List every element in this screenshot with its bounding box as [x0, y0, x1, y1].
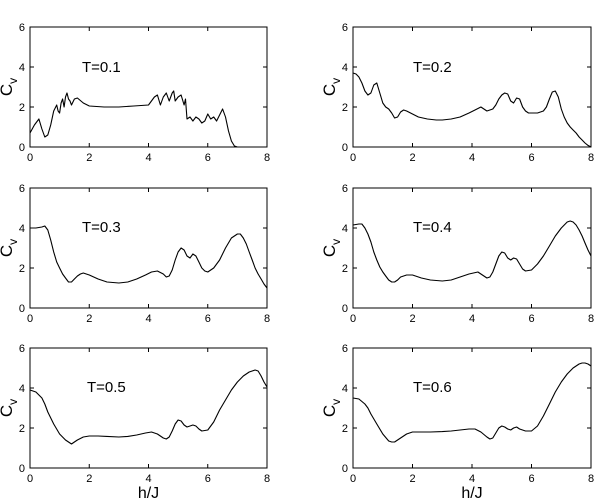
series-line: [352, 72, 592, 148]
x-tick-label: 2: [409, 313, 415, 325]
y-axis-label-main: C: [320, 84, 339, 96]
x-tick-label: 0: [27, 473, 33, 485]
series-line: [352, 362, 592, 443]
x-tick-label: 0: [27, 152, 33, 164]
x-tick-label: 6: [528, 473, 534, 485]
y-tick-label: 0: [19, 463, 25, 475]
x-tick-label: 4: [469, 152, 475, 164]
y-axis-label-subscript: v: [6, 399, 20, 405]
x-tick-label: 4: [469, 313, 475, 325]
x-tick-label: 0: [27, 313, 33, 325]
x-tick-label: 4: [145, 152, 151, 164]
temperature-annotation: T=0.6: [413, 379, 452, 396]
x-tick-label: 0: [350, 313, 356, 325]
panel-6: 0 2 4 6 8 0 2 4 6 Cv h/J T=0.6: [320, 343, 594, 502]
x-tick-label: 4: [469, 473, 475, 485]
x-tick-label: 0: [350, 473, 356, 485]
y-axis-label-main: C: [0, 245, 16, 257]
y-axis-label-subscript: v: [329, 399, 343, 405]
series-line: [29, 369, 268, 445]
y-tick-label: 0: [342, 463, 348, 475]
x-tick-label: 0: [350, 152, 356, 164]
series-line: [352, 220, 592, 283]
y-tick-label: 6: [19, 183, 25, 195]
y-tick-label: 2: [19, 102, 25, 114]
y-axis-label: Cv: [0, 399, 20, 417]
y-axis-label-subscript: v: [6, 78, 20, 84]
y-axis-label-subscript: v: [329, 239, 343, 245]
y-tick-label: 6: [19, 343, 25, 355]
panel-2: 0 2 4 6 8 0 2 4 6 Cv T=0.2: [320, 22, 594, 164]
y-axis-label: Cv: [0, 78, 20, 96]
plot-frame: [29, 187, 268, 309]
y-axis-label: Cv: [0, 239, 20, 257]
y-tick-label: 2: [342, 263, 348, 275]
y-tick-label: 4: [342, 383, 348, 395]
y-tick-label: 0: [19, 142, 25, 154]
temperature-annotation: T=0.1: [82, 59, 121, 76]
y-tick-label: 4: [19, 383, 25, 395]
x-tick-label: 2: [86, 473, 92, 485]
x-tick-label: 6: [205, 152, 211, 164]
panel-5: 0 2 4 6 8 0 2 4 6 Cv h/J T=0.5: [0, 343, 270, 502]
y-axis-label-main: C: [0, 405, 16, 417]
panel-3: 0 2 4 6 8 0 2 4 6 Cv T=0.3: [0, 183, 270, 325]
x-tick-label: 8: [588, 473, 594, 485]
series-line: [29, 90, 267, 148]
y-tick-label: 0: [342, 142, 348, 154]
y-tick-label: 4: [342, 223, 348, 235]
panel-1: 0 2 4 6 8 0 2 4 6 Cv T=0.1: [0, 22, 270, 164]
x-axis-label: h/J: [138, 485, 159, 502]
y-tick-label: 2: [342, 102, 348, 114]
y-tick-label: 2: [19, 423, 25, 435]
temperature-annotation: T=0.2: [413, 59, 452, 76]
x-tick-label: 6: [205, 313, 211, 325]
x-tick-label: 4: [145, 313, 151, 325]
plot-frame: [352, 187, 592, 309]
y-tick-label: 2: [19, 263, 25, 275]
x-axis-label: h/J: [461, 485, 482, 502]
x-tick-label: 6: [528, 313, 534, 325]
x-tick-label: 2: [86, 152, 92, 164]
x-tick-label: 4: [145, 473, 151, 485]
y-axis-label-main: C: [320, 405, 339, 417]
x-tick-label: 8: [264, 473, 270, 485]
y-axis-label-main: C: [0, 84, 16, 96]
x-tick-label: 2: [409, 152, 415, 164]
x-tick-label: 2: [86, 313, 92, 325]
x-tick-label: 6: [205, 473, 211, 485]
y-axis-label: Cv: [320, 78, 343, 96]
temperature-annotation: T=0.5: [87, 379, 126, 396]
x-tick-label: 8: [264, 313, 270, 325]
x-tick-label: 8: [588, 152, 594, 164]
y-tick-label: 2: [342, 423, 348, 435]
plot-frame: [352, 347, 592, 469]
y-tick-label: 6: [19, 22, 25, 34]
y-axis-label-subscript: v: [329, 78, 343, 84]
panel-4: 0 2 4 6 8 0 2 4 6 Cv T=0.4: [320, 183, 594, 325]
plot-frame: [29, 26, 268, 148]
x-tick-label: 2: [409, 473, 415, 485]
y-tick-label: 4: [342, 62, 348, 74]
x-tick-label: 8: [264, 152, 270, 164]
temperature-annotation: T=0.3: [82, 219, 121, 236]
y-axis-label-subscript: v: [6, 239, 20, 245]
y-tick-label: 4: [19, 62, 25, 74]
temperature-annotation: T=0.4: [413, 219, 452, 236]
y-tick-label: 6: [342, 183, 348, 195]
plot-frame: [29, 347, 268, 469]
y-axis-label: Cv: [320, 399, 343, 417]
y-tick-label: 4: [19, 223, 25, 235]
series-line: [30, 225, 268, 289]
y-tick-label: 0: [342, 303, 348, 315]
y-tick-label: 6: [342, 343, 348, 355]
x-tick-label: 6: [528, 152, 534, 164]
y-tick-label: 0: [19, 303, 25, 315]
y-axis-label-main: C: [320, 245, 339, 257]
y-axis-label: Cv: [320, 239, 343, 257]
plot-frame: [352, 26, 592, 148]
y-tick-label: 6: [342, 22, 348, 34]
x-tick-label: 8: [588, 313, 594, 325]
